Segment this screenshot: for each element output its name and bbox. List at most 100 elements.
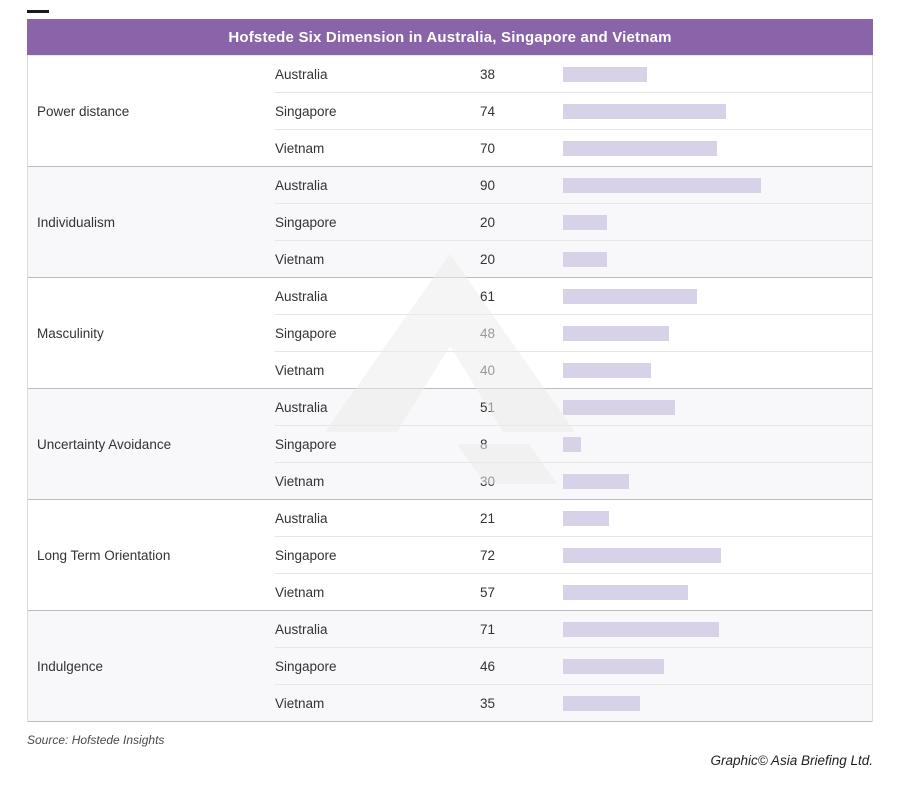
- country-rows: Australia 38 Singapore 74 Vietnam 70: [275, 56, 872, 166]
- country-label: Australia: [275, 66, 328, 82]
- country-row: Singapore 46: [275, 648, 872, 685]
- country-label: Vietnam: [275, 473, 325, 489]
- country-row: Singapore 74: [275, 93, 872, 130]
- infographic: Hofstede Six Dimension in Australia, Sin…: [27, 0, 873, 768]
- value-label: 8: [480, 436, 488, 452]
- country-row: Singapore 72: [275, 537, 872, 574]
- value-bar: [563, 177, 761, 193]
- country-row: Vietnam 20: [275, 241, 872, 277]
- value-bar: [563, 510, 609, 526]
- bar-cell: [563, 473, 872, 489]
- country-label: Australia: [275, 510, 328, 526]
- country-row: Australia 90: [275, 167, 872, 204]
- country-rows: Australia 71 Singapore 46 Vietnam 35: [275, 611, 872, 721]
- value-bar: [563, 621, 719, 637]
- dimension-label: Masculinity: [37, 325, 104, 341]
- country-label: Singapore: [275, 103, 337, 119]
- value-bar: [563, 399, 675, 415]
- country-label: Vietnam: [275, 695, 325, 711]
- country-row: Australia 38: [275, 56, 872, 93]
- value-bar: [563, 584, 688, 600]
- country-label: Australia: [275, 621, 328, 637]
- dimension-label: Power distance: [37, 103, 130, 119]
- value-bar: [563, 436, 581, 452]
- value-label: 21: [480, 510, 496, 526]
- value-label: 90: [480, 177, 496, 193]
- value-bar: [563, 473, 629, 489]
- value-label: 38: [480, 66, 496, 82]
- dimension-group: Long Term Orientation Australia 21 Singapor…: [28, 500, 872, 611]
- bar-cell: [563, 140, 872, 156]
- country-label: Australia: [275, 177, 328, 193]
- value-label: 20: [480, 251, 496, 267]
- dimension-table: Power distance Australia 38 Singapore 74 Viet…: [27, 55, 873, 722]
- bar-cell: [563, 288, 872, 304]
- value-bar: [563, 288, 697, 304]
- dimension-group: Individualism Australia 90 Singapore 20 Vietn…: [28, 167, 872, 278]
- country-label: Singapore: [275, 214, 337, 230]
- bar-cell: [563, 399, 872, 415]
- bar-cell: [563, 436, 872, 452]
- country-row: Australia 21: [275, 500, 872, 537]
- value-label: 57: [480, 584, 496, 600]
- bar-cell: [563, 547, 872, 563]
- value-label: 51: [480, 399, 496, 415]
- country-row: Australia 61: [275, 278, 872, 315]
- bar-cell: [563, 621, 872, 637]
- dimension-label: Long Term Orientation: [37, 547, 171, 563]
- country-label: Singapore: [275, 547, 337, 563]
- value-label: 61: [480, 288, 496, 304]
- dimension-group: Indulgence Australia 71 Singapore 46 Vietnam 3…: [28, 611, 872, 722]
- bar-cell: [563, 214, 872, 230]
- bar-cell: [563, 251, 872, 267]
- country-row: Australia 71: [275, 611, 872, 648]
- value-bar: [563, 103, 726, 119]
- value-label: 48: [480, 325, 496, 341]
- country-row: Vietnam 35: [275, 685, 872, 721]
- bar-cell: [563, 362, 872, 378]
- country-label: Vietnam: [275, 140, 325, 156]
- corner-accent: [27, 10, 49, 13]
- value-bar: [563, 362, 651, 378]
- value-bar: [563, 695, 640, 711]
- value-label: 74: [480, 103, 496, 119]
- country-rows: Australia 90 Singapore 20 Vietnam 20: [275, 167, 872, 277]
- value-bar: [563, 251, 607, 267]
- bar-cell: [563, 584, 872, 600]
- value-label: 35: [480, 695, 496, 711]
- dimension-group: Masculinity Australia 61 Singapore 48 Vietnam…: [28, 278, 872, 389]
- country-row: Singapore 48: [275, 315, 872, 352]
- bar-cell: [563, 177, 872, 193]
- country-label: Vietnam: [275, 362, 325, 378]
- value-bar: [563, 214, 607, 230]
- chart-title-bar: Hofstede Six Dimension in Australia, Sin…: [27, 19, 873, 55]
- chart-title: Hofstede Six Dimension in Australia, Sin…: [228, 28, 672, 46]
- country-rows: Australia 21 Singapore 72 Vietnam 57: [275, 500, 872, 610]
- bar-cell: [563, 695, 872, 711]
- source-note: Source: Hofstede Insights: [27, 733, 165, 747]
- country-rows: Australia 51 Singapore 8 Vietnam 30: [275, 389, 872, 499]
- dimension-label: Individualism: [37, 214, 116, 230]
- credit-note: Graphic© Asia Briefing Ltd.: [710, 753, 873, 768]
- value-label: 70: [480, 140, 496, 156]
- country-row: Vietnam 70: [275, 130, 872, 166]
- country-label: Vietnam: [275, 584, 325, 600]
- value-bar: [563, 658, 664, 674]
- country-label: Singapore: [275, 325, 337, 341]
- bar-cell: [563, 325, 872, 341]
- value-label: 40: [480, 362, 496, 378]
- country-row: Australia 51: [275, 389, 872, 426]
- value-label: 46: [480, 658, 496, 674]
- bar-cell: [563, 510, 872, 526]
- bar-cell: [563, 66, 872, 82]
- dimension-group: Power distance Australia 38 Singapore 74 Viet…: [28, 56, 872, 167]
- country-row: Singapore 20: [275, 204, 872, 241]
- country-label: Vietnam: [275, 251, 325, 267]
- dimension-groups: Power distance Australia 38 Singapore 74 Viet…: [28, 56, 872, 722]
- country-row: Vietnam 30: [275, 463, 872, 499]
- country-row: Vietnam 57: [275, 574, 872, 610]
- value-label: 30: [480, 473, 496, 489]
- country-row: Vietnam 40: [275, 352, 872, 388]
- country-label: Singapore: [275, 436, 337, 452]
- dimension-label: Uncertainty Avoidance: [37, 436, 172, 452]
